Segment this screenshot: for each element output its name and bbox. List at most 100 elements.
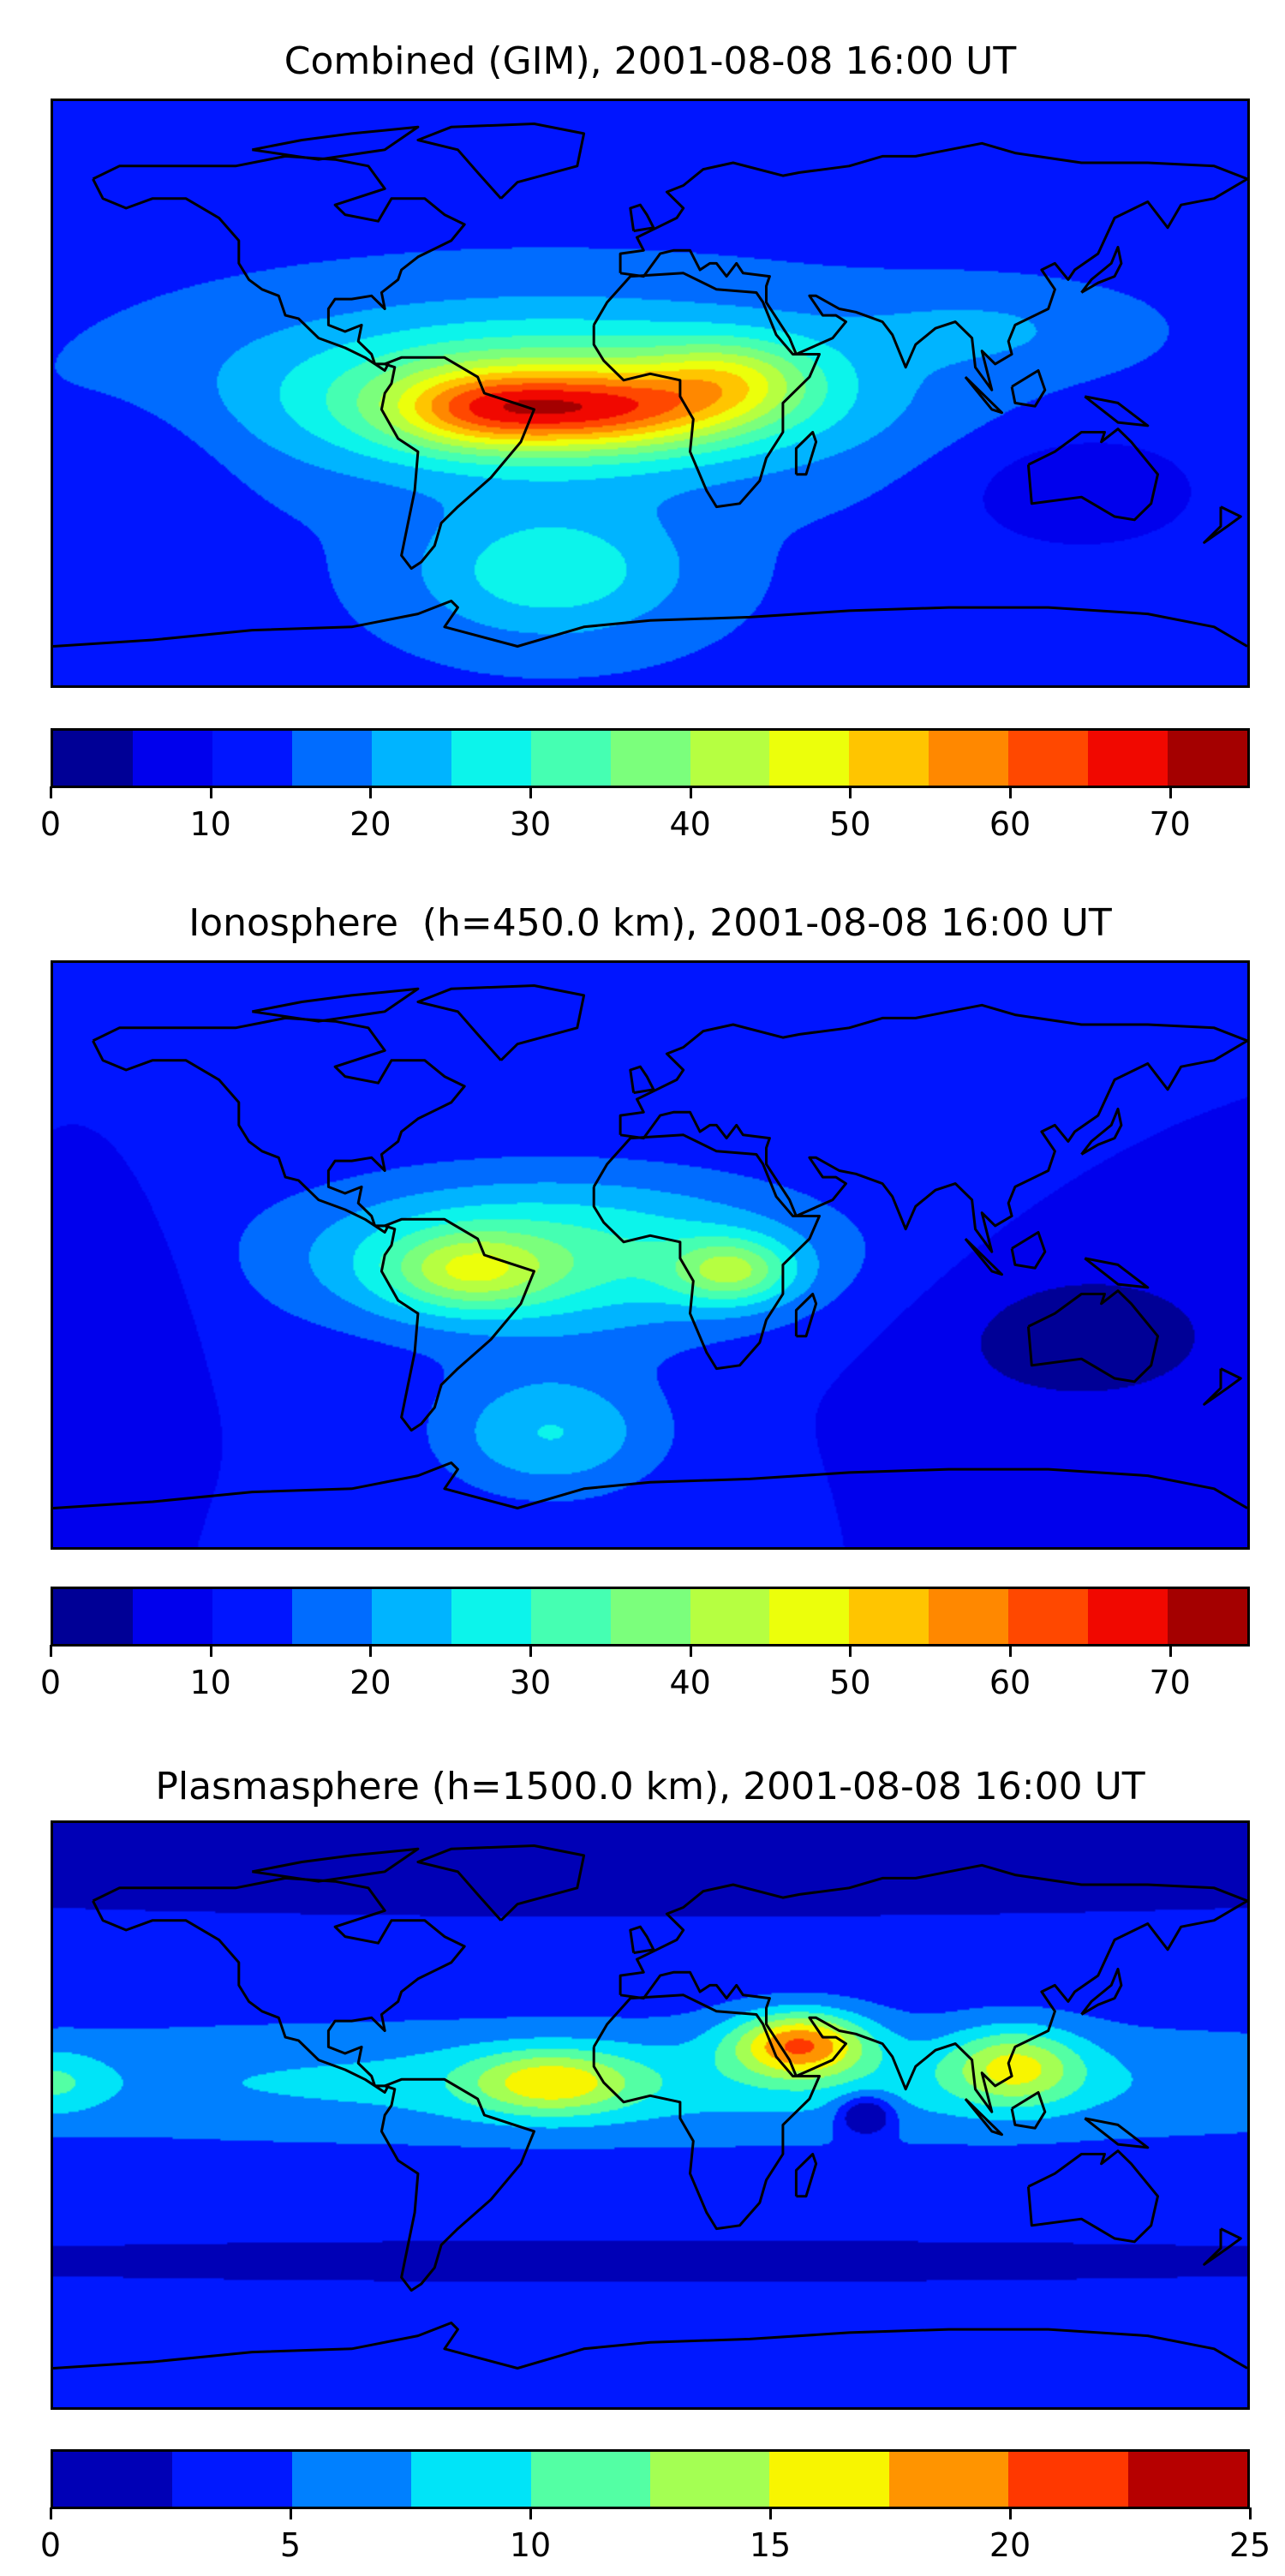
colorbar-tick-mark [1249, 2507, 1252, 2519]
coastline-australia [1026, 1289, 1159, 1384]
coastline-africa [592, 1993, 821, 2231]
coastline-north-america [92, 1016, 466, 1234]
coastline-greenland [416, 1844, 586, 1922]
coastline-africa [592, 272, 821, 509]
colorbar-tick-label: 30 [509, 805, 552, 843]
contour-field [53, 963, 1247, 1547]
colorbar-tick-label: 0 [39, 805, 62, 843]
colorbar-segment [53, 731, 133, 786]
colorbar-segment [291, 2452, 412, 2507]
colorbar-segment [610, 1589, 690, 1644]
colorbar-tick-label: 30 [509, 1664, 552, 1701]
colorbar-segment [172, 2452, 292, 2507]
colorbar-segment [849, 731, 929, 786]
colorbar [51, 1587, 1250, 1647]
coastline-north-america [92, 1876, 466, 2094]
coastline-new-guinea [1084, 2117, 1150, 2149]
colorbar-tick-label: 5 [279, 2526, 302, 2564]
colorbar-segment [769, 731, 850, 786]
colorbar-tick-label: 25 [1228, 2526, 1271, 2564]
colorbar-segment [212, 731, 292, 786]
colorbar-segment [690, 731, 770, 786]
colorbar-tick-label: 20 [350, 805, 391, 843]
colorbar-segment [291, 1589, 372, 1644]
colorbar-segment [888, 2452, 1009, 2507]
colorbar-tick-mark [689, 786, 692, 798]
colorbar-tick-mark [529, 786, 532, 798]
colorbar-tick-label: 60 [989, 1664, 1031, 1701]
colorbar-segment [610, 731, 690, 786]
coastline-japan [1080, 1968, 1123, 2016]
colorbar-segment [371, 731, 451, 786]
coastline-eurasia [619, 1003, 1247, 1253]
map-plot [51, 960, 1250, 1550]
colorbar-segment [132, 1589, 212, 1644]
coastlines [53, 984, 1247, 1509]
colorbar-tick-mark [369, 786, 373, 798]
colorbar-tick-label: 0 [39, 1664, 62, 1701]
colorbar-tick-label: 70 [1149, 1664, 1191, 1701]
coastline-borneo [1010, 369, 1047, 408]
coastline-south-america [380, 356, 535, 571]
coastline-south-america [380, 1217, 535, 1432]
colorbar-tick-mark [1009, 2507, 1012, 2519]
colorbar-segment [849, 1589, 929, 1644]
colorbar-segment [769, 1589, 850, 1644]
colorbar-tick-label: 50 [829, 1664, 871, 1701]
colorbar-tick-mark [689, 1645, 692, 1657]
colorbar-segment [530, 2452, 651, 2507]
colorbar-segment [1008, 731, 1089, 786]
coastline-new-zealand [1203, 505, 1242, 544]
coastline-eurasia [619, 1863, 1247, 2113]
colorbar-tick-mark [1168, 786, 1172, 798]
colorbar-tick-label: 10 [189, 1664, 231, 1701]
colorbar-segment [53, 1589, 133, 1644]
colorbar-segment [1088, 731, 1168, 786]
coastline-antarctica [53, 600, 1247, 648]
coastline-new-guinea [1084, 395, 1150, 427]
colorbar-segment [929, 1589, 1009, 1644]
colorbar-tick-mark [369, 1645, 373, 1657]
coastline-australia [1026, 2149, 1159, 2244]
colorbar-tick-label: 50 [829, 805, 871, 843]
colorbar-segment [530, 731, 611, 786]
colorbar-segment [451, 731, 531, 786]
colorbar-segment [371, 1589, 451, 1644]
coastline-south-america [380, 2077, 535, 2292]
colorbar [51, 2449, 1250, 2509]
coastline-antarctica [53, 2322, 1247, 2370]
coastline-japan [1080, 1108, 1123, 1156]
colorbar-segment [1127, 2452, 1248, 2507]
coastline-new-zealand [1203, 2227, 1242, 2266]
coastline-greenland [416, 984, 586, 1061]
colorbar-segment [451, 1589, 531, 1644]
chart-title: Combined (GIM), 2001-08-08 16:00 UT [284, 39, 1017, 83]
coastline-borneo [1010, 1231, 1047, 1270]
coastline-arctic-islands [252, 125, 420, 161]
colorbar-segment [1088, 1589, 1168, 1644]
coastline-britain [629, 203, 655, 233]
colorbar-segment [530, 1589, 611, 1644]
chart-title: Ionosphere (h=450.0 km), 2001-08-08 16:0… [188, 901, 1112, 945]
colorbar-tick-mark [849, 786, 852, 798]
chart-title: Plasmasphere (h=1500.0 km), 2001-08-08 1… [155, 1765, 1145, 1808]
colorbar-tick-label: 15 [749, 2526, 792, 2564]
coastline-madagascar [794, 1293, 818, 1338]
coastline-madagascar [794, 431, 818, 476]
colorbar-segment [411, 2452, 531, 2507]
colorbar-tick-label: 20 [989, 2526, 1031, 2564]
coastline-arctic-islands [252, 987, 420, 1023]
colorbar-segment [1168, 731, 1248, 786]
colorbar-tick-label: 70 [1149, 805, 1191, 843]
colorbar-ticks: 0 5 10 15 20 25 [40, 2507, 1270, 2576]
colorbar-tick-mark [50, 786, 52, 798]
colorbar-tick-mark [50, 2507, 52, 2519]
colorbar-tick-label: 40 [669, 805, 711, 843]
colorbar-segment [1168, 1589, 1248, 1644]
colorbar-tick-label: 40 [669, 1664, 711, 1701]
colorbar-tick-mark [849, 1645, 852, 1657]
coastline-greenland [416, 123, 586, 200]
colorbar-ticks: 0 10 20 30 40 50 60 70 [40, 1645, 1250, 1713]
colorbar-segment [212, 1589, 292, 1644]
coastline-borneo [1010, 2091, 1047, 2130]
